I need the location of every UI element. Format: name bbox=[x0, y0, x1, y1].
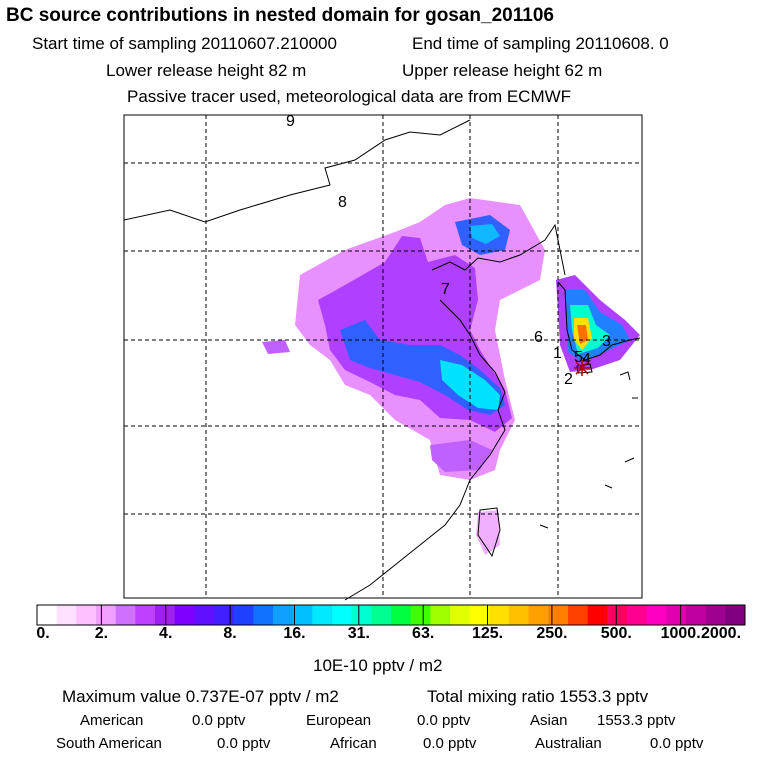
colorbar-swatch bbox=[174, 605, 195, 625]
colorbar-swatch bbox=[273, 605, 294, 625]
african-value: 0.0 pptv bbox=[423, 735, 477, 752]
end-time: End time of sampling 20110608. 0 bbox=[412, 34, 669, 53]
contribution-field bbox=[262, 198, 640, 555]
colorbar-swatch bbox=[587, 605, 608, 625]
colorbar-swatch bbox=[646, 605, 667, 625]
traj-label-2: 2 bbox=[564, 371, 573, 388]
african-label: African bbox=[330, 735, 377, 752]
traj-label-8: 8 bbox=[338, 194, 347, 211]
map-frame bbox=[123, 114, 643, 599]
traj-label-4: 4 bbox=[582, 351, 591, 368]
plume-taiwan bbox=[476, 510, 500, 555]
colorbar-swatch bbox=[332, 605, 353, 625]
traj-label-6: 6 bbox=[534, 329, 543, 346]
colorbar-swatch bbox=[312, 605, 333, 625]
colorbar-swatch bbox=[115, 605, 136, 625]
total-mixing-ratio: Total mixing ratio 1553.3 pptv bbox=[427, 687, 649, 706]
south-american-value: 0.0 pptv bbox=[217, 735, 271, 752]
colorbar-tick-label: 2000. bbox=[700, 625, 742, 642]
traj-label-9: 9 bbox=[286, 113, 295, 130]
colorbar-frame bbox=[36, 604, 746, 626]
colorbar-swatch bbox=[509, 605, 530, 625]
colorbar-tick-label: 1000. bbox=[660, 625, 701, 642]
south-american-label: South American bbox=[56, 735, 162, 752]
colorbar-swatch bbox=[725, 605, 746, 625]
colorbar-tick-label: 16. bbox=[283, 625, 306, 642]
traj-label-7: 7 bbox=[441, 281, 450, 298]
colorbar-swatch bbox=[292, 605, 313, 625]
colorbar-swatch bbox=[253, 605, 274, 625]
colorbar-swatch bbox=[469, 605, 490, 625]
colorbar-swatch bbox=[371, 605, 392, 625]
colorbar-tick-label: 2. bbox=[94, 625, 109, 642]
colorbar-swatch bbox=[627, 605, 648, 625]
colorbar-swatch bbox=[214, 605, 235, 625]
european-value: 0.0 pptv bbox=[417, 712, 471, 729]
colorbar-swatch bbox=[37, 605, 58, 625]
colorbar-tick-label: 31. bbox=[347, 625, 370, 642]
colorbar-swatch bbox=[568, 605, 589, 625]
plot-title: BC source contributions in nested domain… bbox=[6, 5, 554, 26]
colorbar-swatch bbox=[548, 605, 569, 625]
colorbar-swatch bbox=[410, 605, 431, 625]
tracer-note: Passive tracer used, meteorological data… bbox=[127, 87, 572, 106]
colorbar-swatch bbox=[96, 605, 117, 625]
receptor-star-icon bbox=[574, 360, 590, 376]
colorbar bbox=[36, 605, 746, 625]
plume-north-cyan bbox=[470, 224, 500, 244]
colorbar-swatch bbox=[233, 605, 254, 625]
australian-label: Australian bbox=[535, 735, 602, 752]
australian-value: 0.0 pptv bbox=[650, 735, 704, 752]
colorbar-swatch bbox=[194, 605, 215, 625]
colorbar-swatch bbox=[666, 605, 687, 625]
colorbar-swatch bbox=[450, 605, 471, 625]
colorbar-tick-label: 250. bbox=[536, 625, 568, 642]
colorbar-tick-label: 500. bbox=[600, 625, 632, 642]
american-value: 0.0 pptv bbox=[192, 712, 246, 729]
asian-label: Asian bbox=[530, 712, 568, 729]
colorbar-swatch bbox=[135, 605, 156, 625]
colorbar-swatch bbox=[391, 605, 412, 625]
colorbar-swatch bbox=[430, 605, 451, 625]
colorbar-tick-label: 4. bbox=[159, 625, 173, 642]
colorbar-swatch bbox=[155, 605, 176, 625]
colorbar-swatch bbox=[686, 605, 707, 625]
start-time: Start time of sampling 20110607.210000 bbox=[32, 34, 337, 53]
colorbar-swatch bbox=[351, 605, 372, 625]
colorbar-swatch bbox=[528, 605, 549, 625]
lat-lon-grid bbox=[124, 115, 642, 598]
asian-value: 1553.3 pptv bbox=[597, 712, 676, 729]
colorbar-unit: 10E-10 pptv / m2 bbox=[313, 656, 443, 675]
lower-release-height: Lower release height 82 m bbox=[106, 61, 307, 80]
upper-release-height: Upper release height 62 m bbox=[402, 61, 603, 80]
colorbar-tick-label: 8. bbox=[223, 625, 237, 642]
plume-korea-orange bbox=[577, 325, 588, 344]
colorbar-swatch bbox=[607, 605, 628, 625]
colorbar-tick-label: 125. bbox=[471, 625, 504, 642]
colorbar-swatch bbox=[56, 605, 77, 625]
traj-label-1: 1 bbox=[553, 345, 562, 362]
colorbar-tick-label: 0. bbox=[36, 625, 50, 642]
colorbar-tick-label: 63. bbox=[412, 625, 435, 642]
american-label: American bbox=[80, 712, 144, 729]
colorbar-swatch bbox=[705, 605, 726, 625]
european-label: European bbox=[306, 712, 372, 729]
plume-south-violet bbox=[430, 440, 492, 472]
colorbar-swatch bbox=[76, 605, 97, 625]
maximum-value: Maximum value 0.737E-07 pptv / m2 bbox=[62, 687, 339, 706]
colorbar-swatch bbox=[489, 605, 510, 625]
plume-small-west bbox=[262, 340, 290, 354]
traj-label-5: 5 bbox=[574, 349, 583, 366]
traj-label-3: 3 bbox=[602, 333, 611, 350]
trajectory-labels: 9 8 7 6 5 4 3 2 1 bbox=[286, 113, 611, 388]
